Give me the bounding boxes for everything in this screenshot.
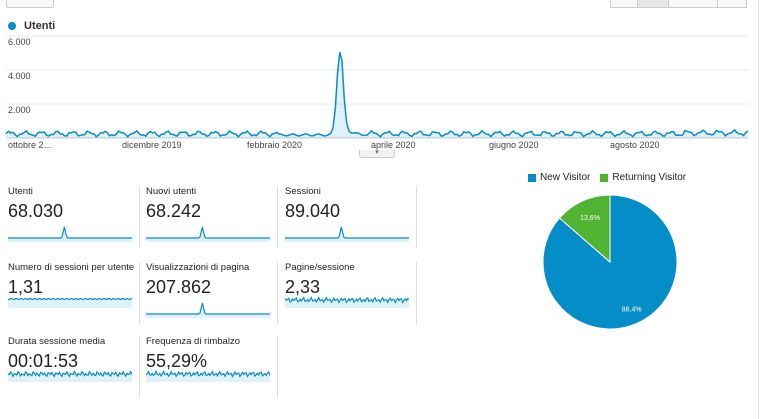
users-line-chart[interactable]: 6.000 4.000 2.000 ottobre 2… dicembre 20… [0, 30, 750, 152]
metric-value: 68.030 [8, 201, 64, 221]
metric-label: Numero di sessioni per utente [8, 262, 135, 273]
sparkline-line [285, 226, 409, 239]
collapse-chart-toggle[interactable]: ▾ [359, 149, 395, 158]
sparkline-area [8, 227, 132, 242]
metric-label: Frequenza di rimbalzo [146, 336, 240, 347]
metric-value: 55,29% [146, 351, 208, 371]
view-toggle-1[interactable] [610, 0, 638, 8]
pie-slice-label: 13,6% [580, 215, 600, 222]
right-divider [758, 0, 759, 419]
view-toggle-4[interactable] [717, 0, 747, 8]
metric-label: Nuovi utenti [146, 186, 197, 197]
metric-value: 89.040 [285, 201, 341, 221]
y-gridlines [6, 35, 748, 139]
legend-label: New Visitor [540, 172, 591, 183]
metric-value: 2,33 [285, 277, 321, 297]
metric-pages-per-session[interactable]: Pagine/sessione 2,33 [285, 262, 417, 324]
metric-sparkline [8, 226, 132, 242]
metric-bounce-rate[interactable]: Frequenza di rimbalzo 55,29% [146, 336, 278, 398]
metric-sessions[interactable]: Sessioni 89.040 [285, 186, 417, 248]
metric-value: 68.242 [146, 201, 202, 221]
visitor-type-pie-chart[interactable]: 86,4% 13,6% [540, 192, 680, 332]
metric-label: Utenti [8, 186, 33, 197]
x-tick-label: dicembre 2019 [122, 140, 182, 150]
metric-avg-session-duration[interactable]: Durata sessione media 00:01:53 [8, 336, 140, 398]
sparkline-line [146, 302, 270, 315]
x-tick-label: agosto 2020 [610, 140, 660, 150]
sparkline-line [146, 369, 270, 378]
metric-sparkline [146, 226, 270, 242]
y-tick-label: 6.000 [8, 37, 31, 47]
metric-sparkline [285, 296, 409, 308]
metric-label: Pagine/sessione [285, 262, 355, 273]
legend-new-visitor[interactable]: New Visitor [528, 172, 590, 183]
sparkline-line [146, 226, 270, 239]
pie-slice[interactable] [558, 194, 611, 264]
legend-dot-icon [8, 22, 16, 30]
sparkline-area [146, 303, 270, 318]
sparkline-line [8, 297, 132, 301]
metric-value: 00:01:53 [8, 351, 79, 371]
view-toggle-3[interactable] [668, 0, 718, 8]
sparkline-area [146, 227, 270, 242]
metric-sparkline [146, 302, 270, 318]
metric-sessions-per-user[interactable]: Numero di sessioni per utente 1,31 [8, 262, 140, 324]
legend-swatch-icon [600, 173, 609, 182]
x-tick-label: aprile 2020 [371, 140, 416, 150]
metric-label: Visualizzazioni di pagina [146, 262, 250, 273]
series-line [5, 52, 749, 138]
metric-new-users[interactable]: Nuovi utenti 68.242 [146, 186, 278, 248]
sparkline-line [8, 226, 132, 239]
sparkline-line [285, 296, 409, 304]
metric-sparkline [285, 226, 409, 242]
legend-returning-visitor[interactable]: Returning Visitor [600, 172, 686, 183]
view-toggle-2[interactable] [637, 0, 669, 8]
metric-value: 207.862 [146, 277, 212, 297]
top-left-button[interactable] [6, 0, 54, 8]
metric-label: Durata sessione media [8, 336, 106, 347]
chart-legend[interactable]: Utenti [8, 20, 55, 32]
y-tick-label: 4.000 [8, 71, 31, 81]
x-tick-label: giugno 2020 [489, 140, 539, 150]
metric-pageviews[interactable]: Visualizzazioni di pagina 207.862 [146, 262, 278, 324]
legend-label: Returning Visitor [612, 172, 687, 183]
pie-legend: New Visitor Returning Visitor [528, 172, 696, 183]
sparkline-area [8, 298, 132, 308]
sparkline-area [285, 227, 409, 242]
sparkline-line [8, 370, 132, 378]
metric-users[interactable]: Utenti 68.030 [8, 186, 140, 248]
legend-swatch-icon [528, 173, 536, 182]
x-tick-label: febbraio 2020 [247, 140, 302, 150]
metric-sparkline [8, 297, 132, 308]
legend-label: Utenti [24, 20, 56, 32]
pie-slice-label: 86,4% [622, 307, 642, 314]
series-area [6, 52, 748, 139]
x-tick-label: ottobre 2… [8, 140, 53, 150]
y-tick-label: 2.000 [8, 105, 31, 115]
metric-label: Sessioni [285, 186, 321, 197]
metric-sparkline [8, 370, 132, 382]
metric-value: 1,31 [8, 277, 44, 297]
metric-sparkline [146, 369, 270, 382]
